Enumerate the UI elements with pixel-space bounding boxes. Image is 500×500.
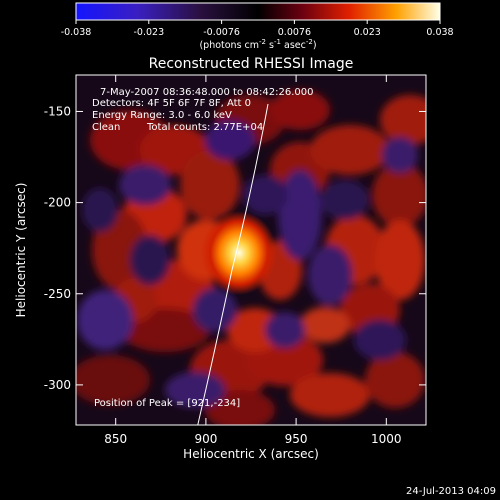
image-area <box>76 75 426 425</box>
emission-blob <box>382 137 418 173</box>
colorbar-tick-label: 0.023 <box>354 27 381 38</box>
emission-blob <box>205 390 275 425</box>
y-tick-label: -150 <box>44 104 71 118</box>
emission-blob <box>205 120 255 160</box>
emission-blob <box>82 188 118 232</box>
colorbar-tick-label: 0.0076 <box>278 27 311 38</box>
plot-frame <box>75 74 427 426</box>
emission-blob <box>180 150 240 220</box>
emission-blob <box>300 307 350 343</box>
total-counts-label: Total counts: 2.77E+04 <box>146 122 263 133</box>
emission-blob <box>165 372 225 408</box>
emission-blob <box>290 373 370 417</box>
emission-blob <box>354 320 406 360</box>
emission-blob <box>380 95 426 145</box>
time-range-label: 7-May-2007 08:36:48.000 to 08:42:26.000 <box>100 87 313 98</box>
emission-blob <box>119 165 171 205</box>
peak-position-label: Position of Peak = [921,-234] <box>94 398 240 409</box>
x-tick-label: 950 <box>285 432 308 446</box>
emission-blob <box>77 290 133 350</box>
solar-limb-line <box>197 103 269 425</box>
x-tick-label: 1000 <box>371 432 402 446</box>
plot-title: Reconstructed RHESSI Image <box>149 56 354 72</box>
colorbar-tick-label: -0.0076 <box>203 27 240 38</box>
colorbar: -0.038 -0.023 -0.0076 0.0076 0.023 0.038 (pho… <box>61 2 454 51</box>
emission-blob <box>321 180 369 220</box>
detectors-label: Detectors: 4F 5F 6F 7F 8F, Att 0 <box>92 98 251 109</box>
y-tick-label: -200 <box>44 196 71 210</box>
emission-blob <box>193 288 237 332</box>
emission-blob <box>270 90 330 130</box>
emission-blob <box>130 235 170 285</box>
colorbar-tick-label: -0.038 <box>61 27 92 38</box>
emission-blob <box>278 170 322 260</box>
colorbar-tick-label: 0.038 <box>426 27 453 38</box>
colorbar-ticks: -0.038 -0.023 -0.0076 0.0076 0.023 0.038 <box>61 20 454 38</box>
y-tick-label: -250 <box>44 287 71 301</box>
emission-blob <box>308 245 352 305</box>
x-tick-label: 850 <box>104 432 127 446</box>
x-tick-label: 900 <box>194 432 217 446</box>
timestamp: 24-Jul-2013 04:09 <box>406 486 496 497</box>
y-axis-label: Heliocentric Y (arcsec) <box>14 183 28 318</box>
emission-blob <box>227 308 283 352</box>
clean-label: Clean <box>92 122 120 133</box>
energy-range-label: Energy Range: 3.0 - 6.0 keV <box>92 110 232 121</box>
y-tick-label: -300 <box>44 378 71 392</box>
emission-blob <box>265 312 305 348</box>
emission-blob <box>310 125 390 175</box>
emission-blob <box>372 163 426 227</box>
emission-map <box>76 90 426 425</box>
x-axis-label: Heliocentric X (arcsec) <box>183 447 319 461</box>
colorbar-gradient <box>75 2 441 21</box>
colorbar-tick-label: -0.023 <box>133 27 164 38</box>
flare-peak-source <box>201 211 277 295</box>
emission-blob <box>365 352 425 408</box>
axes: 850 900 950 1000 -150 -200 -250 -300 <box>44 75 426 446</box>
emission-blob <box>375 220 425 300</box>
image-annotations: 7-May-2007 08:36:48.000 to 08:42:26.000 … <box>92 87 313 409</box>
emission-blob <box>76 355 150 405</box>
emission-blob <box>243 175 287 215</box>
colorbar-units: (photons cm-2 s-1 asec-2) <box>199 38 316 51</box>
